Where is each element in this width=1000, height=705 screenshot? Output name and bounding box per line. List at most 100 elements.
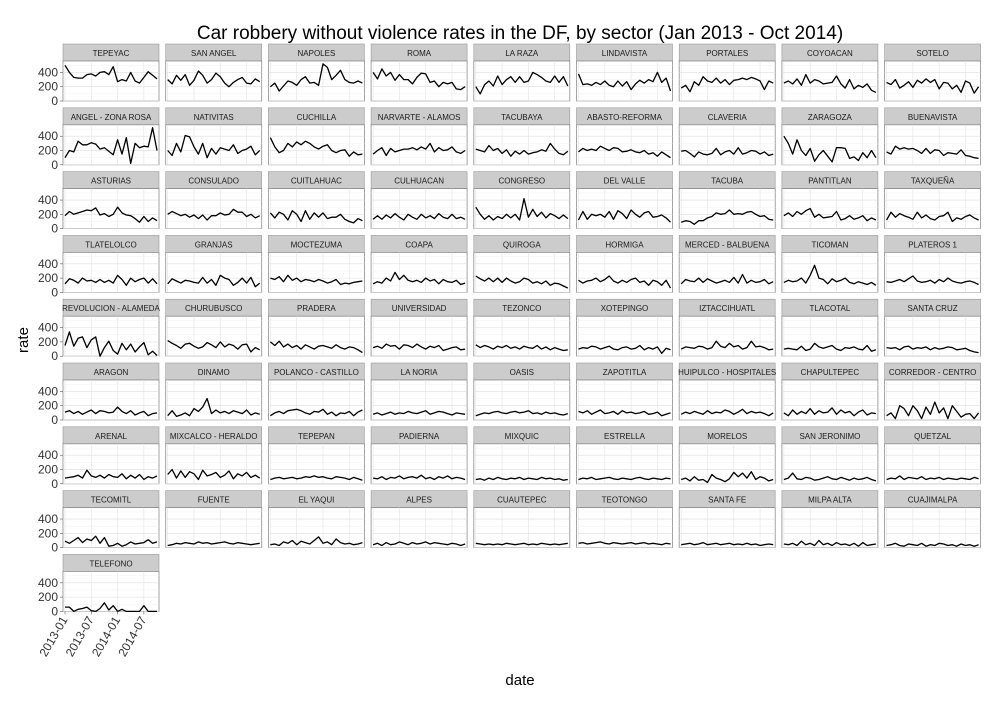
- y-tick-label: 200: [38, 80, 58, 94]
- facet-panel: MIXQUIC: [473, 426, 571, 485]
- facet-panel: TICOMAN: [781, 235, 879, 293]
- series-line: [578, 409, 671, 417]
- facet-panel: TEOTONGO: [576, 490, 673, 549]
- facet-label: COAPA: [405, 240, 433, 249]
- facet-panel: LA NORIA: [370, 362, 468, 421]
- facet-label: QUETZAL: [914, 432, 951, 441]
- series-line: [269, 63, 363, 92]
- facet-label: ABASTO-REFORMA: [587, 113, 663, 122]
- panel-background: [781, 60, 879, 102]
- series-line: [372, 474, 466, 481]
- series-line: [783, 539, 877, 547]
- panel-background: [370, 315, 468, 357]
- panel-background: [473, 124, 571, 166]
- y-tick-label: 0: [51, 604, 58, 618]
- series-line: [167, 134, 261, 159]
- series-line: [681, 147, 774, 158]
- series-line: [475, 275, 569, 289]
- y-tick-label: 400: [38, 576, 58, 590]
- series-line: [269, 340, 363, 354]
- series-line: [783, 135, 877, 163]
- facet-label: CULHUACAN: [394, 177, 444, 186]
- facet-label: ESTRELLA: [604, 432, 646, 441]
- panel-background: [62, 507, 160, 549]
- facet-panel: NATIVITAS: [165, 107, 263, 166]
- panel-background: [62, 571, 160, 612]
- panel-background: [62, 315, 160, 357]
- panel-background: [678, 188, 776, 230]
- series-line: [64, 406, 158, 417]
- series-line: [64, 64, 158, 84]
- panel-background: [370, 124, 468, 166]
- facet-label: TEZONCO: [502, 304, 541, 313]
- facet-label: TEPEPAN: [298, 432, 335, 441]
- y-tick-label: 200: [38, 335, 58, 349]
- facet-label: MILPA ALTA: [808, 496, 852, 505]
- facet-panel: MORELOS: [678, 426, 776, 485]
- facet-label: POLANCO - CASTILLO: [274, 368, 359, 377]
- panel-background: [576, 251, 673, 293]
- facet-panel: CHAPULTEPEC: [781, 362, 879, 421]
- facet-label: XOTEPINGO: [601, 304, 649, 313]
- series-line: [167, 70, 261, 88]
- series-line: [783, 472, 877, 482]
- series-line: [372, 212, 466, 221]
- facet-panel: PORTALES: [678, 43, 776, 102]
- facet-label: TELEFONO: [89, 559, 132, 568]
- panel-background: [781, 507, 879, 549]
- facet-panel: PADIERNA: [370, 426, 468, 485]
- y-tick-label: 0: [51, 222, 58, 236]
- panel-background: [267, 507, 365, 549]
- facet-label: GRANJAS: [195, 240, 233, 249]
- facet-panel: ROMA: [370, 43, 468, 102]
- panel-background: [678, 315, 776, 357]
- series-line: [475, 344, 568, 352]
- series-line: [167, 468, 261, 481]
- series-line: [167, 397, 260, 418]
- series-line: [681, 471, 774, 484]
- series-line: [475, 410, 568, 417]
- y-tick-label: 200: [38, 590, 58, 604]
- facet-label: DINAMO: [198, 368, 230, 377]
- series-line: [886, 78, 980, 94]
- panel-background: [62, 379, 160, 421]
- facet-panel: NAPOLES: [267, 43, 365, 102]
- facet-panel: ZARAGOZA: [781, 107, 879, 166]
- facet-label: TEPEYAC: [93, 49, 130, 58]
- panel-background: [370, 443, 468, 485]
- series-line: [783, 73, 877, 93]
- panel-background: [165, 315, 263, 357]
- facet-panel: OASIS: [473, 362, 571, 421]
- facet-label: NARVARTE - ALAMOS: [378, 113, 461, 122]
- series-line: [167, 208, 260, 221]
- panel-background: [370, 251, 468, 293]
- series-line: [64, 535, 158, 547]
- facet-label: CONGRESO: [498, 177, 545, 186]
- panel-background: [165, 507, 263, 549]
- series-line: [578, 541, 671, 546]
- facet-panel: SOTELO: [884, 43, 981, 102]
- series-line: [681, 541, 774, 547]
- y-tick-label: 400: [38, 65, 58, 79]
- panel-background: [165, 251, 263, 293]
- facet-panel: PRADERA: [267, 298, 365, 357]
- panel-background: [884, 507, 981, 549]
- facet-panel: LA RAZA: [473, 43, 571, 102]
- panel-background: [576, 188, 673, 230]
- panel-background: [884, 379, 981, 421]
- facet-label: MERCED - BALBUENA: [685, 240, 770, 249]
- panel-background: [62, 60, 160, 102]
- facet-panel: UNIVERSIDAD: [370, 298, 468, 357]
- y-tick-label: 400: [38, 512, 58, 526]
- facet-label: PORTALES: [706, 49, 748, 58]
- panel-background: [165, 188, 263, 230]
- panel-background: [267, 315, 365, 357]
- facet-panel: EL YAQUI: [267, 490, 365, 549]
- series-line: [577, 71, 672, 92]
- facet-panel: TACUBA: [678, 171, 776, 230]
- facet-panel: COAPA: [370, 235, 468, 293]
